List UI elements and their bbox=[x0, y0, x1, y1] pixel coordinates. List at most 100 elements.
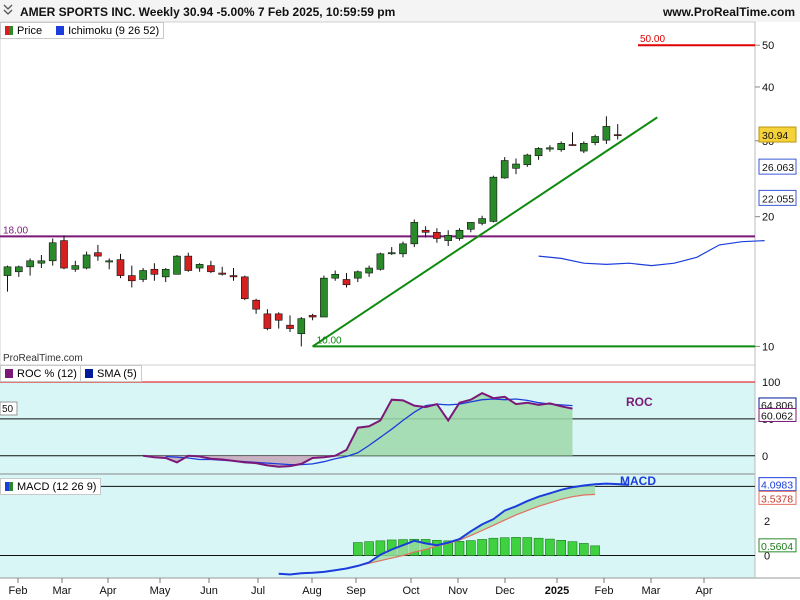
price-axis-badge-label: 22.055 bbox=[762, 193, 794, 205]
price-axis-badge bbox=[758, 126, 797, 143]
candle-up bbox=[500, 160, 509, 179]
x-tick-label: Dec bbox=[495, 585, 515, 597]
candle-up bbox=[455, 229, 464, 239]
macd-axis-badge-label: 3.5378 bbox=[761, 493, 793, 505]
candle-down bbox=[286, 324, 294, 329]
candle-up bbox=[15, 266, 23, 273]
macd-histogram-bar bbox=[533, 537, 544, 556]
macd-histogram-bar bbox=[443, 540, 454, 556]
macd-swatch-icon bbox=[5, 482, 13, 491]
candle-up bbox=[3, 266, 12, 276]
candle-down bbox=[421, 229, 430, 233]
roc-axis-badge-label: 60.062 bbox=[761, 410, 793, 422]
candle-up bbox=[139, 270, 147, 280]
candle-down bbox=[241, 276, 249, 300]
collapse-chevron-icon[interactable] bbox=[3, 4, 13, 15]
candle-down bbox=[613, 134, 622, 136]
macd-histogram-bar bbox=[465, 540, 476, 556]
candle-up bbox=[387, 252, 396, 255]
candle-up bbox=[353, 271, 362, 279]
header-bar bbox=[0, 0, 800, 22]
roc-swatch-icon bbox=[5, 369, 13, 378]
candle-down bbox=[60, 240, 68, 269]
candle-up bbox=[466, 222, 475, 230]
price-panel bbox=[0, 21, 756, 366]
candle-up bbox=[161, 268, 170, 278]
roc-line bbox=[142, 391, 573, 468]
macd-axis-badge bbox=[758, 538, 797, 553]
candle-down bbox=[274, 313, 283, 321]
candle-up bbox=[37, 260, 46, 264]
candle-up bbox=[546, 147, 554, 150]
candle-down bbox=[308, 315, 317, 318]
macd-signal-band bbox=[357, 484, 596, 566]
candle-down bbox=[184, 255, 193, 271]
x-tick-label: Sep bbox=[346, 585, 366, 597]
candle-down bbox=[263, 313, 272, 329]
candle-up bbox=[489, 176, 498, 222]
macd-histogram-bar bbox=[352, 542, 363, 556]
x-tick-label: Apr bbox=[695, 585, 712, 597]
macd-histogram-bar bbox=[499, 537, 510, 556]
macd-legend[interactable]: MACD (12 26 9) bbox=[0, 478, 102, 495]
candle-up bbox=[523, 154, 532, 166]
x-tick-label: Apr bbox=[99, 585, 116, 597]
candle-down bbox=[342, 279, 351, 286]
macd-histogram-bar bbox=[556, 540, 567, 556]
sma-legend-label: SMA (5) bbox=[97, 367, 137, 380]
price-legend-label: Price bbox=[17, 24, 43, 37]
candle-up bbox=[365, 267, 373, 274]
macd-histogram-bar bbox=[522, 537, 533, 556]
x-tick-label: 2025 bbox=[545, 585, 569, 597]
candle-up bbox=[82, 254, 91, 269]
candle-up bbox=[534, 148, 543, 157]
macd-axis-badge bbox=[758, 477, 797, 492]
candle-down bbox=[229, 275, 238, 278]
roc-axis-badge bbox=[758, 407, 797, 422]
roc-legend[interactable]: ROC % (12) bbox=[0, 365, 82, 382]
ichimoku-swatch-icon bbox=[56, 26, 65, 35]
ichimoku-line bbox=[538, 240, 765, 267]
price-tick-label: 20 bbox=[762, 212, 774, 224]
ichimoku-legend-label: Ichimoku (9 26 52) bbox=[68, 24, 160, 37]
macd-histogram-bar bbox=[567, 541, 578, 556]
roc-tick-label: 0 bbox=[762, 451, 768, 463]
candle-up bbox=[105, 260, 113, 263]
candle-up bbox=[602, 126, 611, 141]
candle-up bbox=[195, 264, 204, 269]
price-tick-label: 40 bbox=[762, 82, 774, 94]
roc-negative-area bbox=[143, 455, 573, 467]
roc-left-value: 50 bbox=[2, 404, 14, 415]
price-axis-badge-label: 30.94 bbox=[762, 130, 788, 142]
macd-tick-label: 2 bbox=[764, 516, 770, 528]
sma-swatch-icon bbox=[85, 369, 93, 378]
macd-tick-label: 0 bbox=[764, 551, 770, 563]
price-axis-badge bbox=[758, 158, 797, 175]
price-legend[interactable]: Price Ichimoku (9 26 52) bbox=[0, 22, 165, 39]
price-axis-badge bbox=[758, 189, 797, 206]
price-axis-badge-label: 26.063 bbox=[762, 162, 794, 174]
candle-up bbox=[376, 253, 385, 270]
macd-axis-badge bbox=[758, 490, 797, 505]
macd-histogram-bar bbox=[454, 541, 465, 556]
price-tick-label: 50 bbox=[762, 40, 774, 52]
candle-up bbox=[331, 273, 340, 279]
price-swatch-icon bbox=[5, 26, 13, 35]
candle-down bbox=[207, 265, 215, 273]
macd-axis-badge-label: 4.0983 bbox=[761, 480, 793, 492]
candle-up bbox=[557, 143, 566, 151]
x-tick-label: Feb bbox=[595, 585, 614, 597]
roc-title-label: ROC bbox=[626, 395, 653, 409]
macd-line bbox=[278, 482, 630, 576]
candle-up bbox=[26, 260, 34, 268]
sma-legend[interactable]: SMA (5) bbox=[80, 365, 142, 382]
candle-up bbox=[512, 163, 520, 169]
x-tick-label: Nov bbox=[448, 585, 468, 597]
x-tick-label: Jul bbox=[251, 585, 265, 597]
candle-down bbox=[116, 259, 125, 276]
macd-histogram-bar bbox=[364, 541, 374, 556]
candle-down bbox=[218, 272, 226, 275]
x-tick-label: May bbox=[150, 585, 171, 597]
x-tick-label: Oct bbox=[402, 585, 419, 597]
